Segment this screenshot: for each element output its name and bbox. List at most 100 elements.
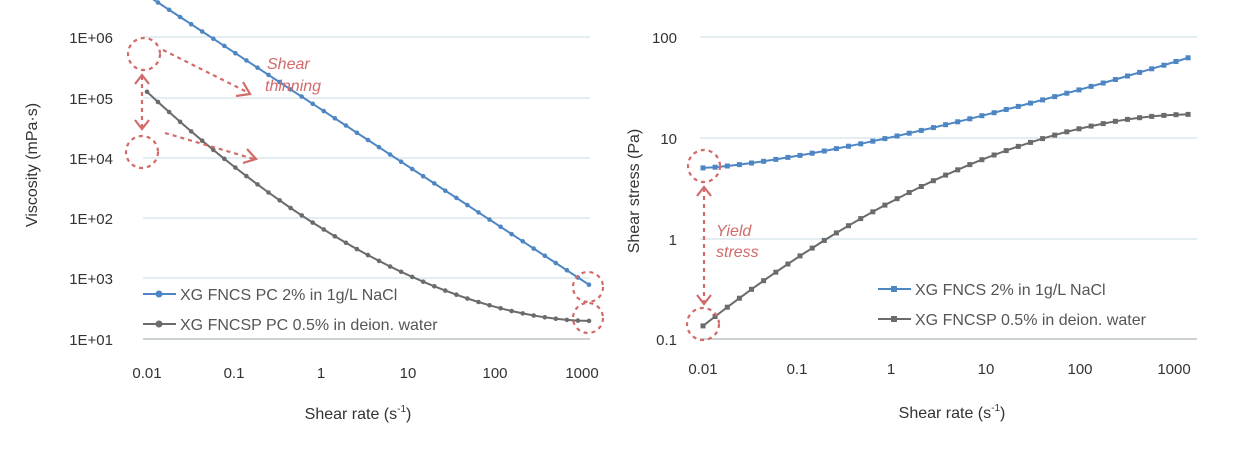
- highlight-circle: [126, 36, 162, 72]
- right-legend-marker-gray: [891, 316, 897, 322]
- data-point: [222, 156, 227, 162]
- right-x-label-sup: -1: [991, 403, 1000, 414]
- data-point: [255, 65, 260, 70]
- right-x-label-close: ): [1000, 405, 1005, 422]
- data-point: [420, 279, 426, 285]
- left-legend-label-2: XG FNCSP PC 0.5% in deion. water: [180, 317, 438, 334]
- data-point: [409, 166, 415, 172]
- data-point: [310, 101, 316, 107]
- right-x-tick: 0.01: [688, 361, 717, 378]
- data-point: [420, 173, 426, 179]
- data-point: [1125, 73, 1130, 79]
- right-y-tick: 0.1: [656, 332, 677, 349]
- data-point: [398, 159, 404, 164]
- data-point: [736, 162, 742, 168]
- highlight-circle: [686, 148, 722, 184]
- data-point: [575, 318, 581, 323]
- data-point: [343, 123, 349, 128]
- data-point: [1076, 126, 1082, 132]
- data-point: [1100, 80, 1106, 86]
- data-point: [332, 116, 338, 121]
- left-legend-marker-blue: [155, 290, 163, 298]
- data-point: [1173, 112, 1179, 118]
- data-point: [1137, 115, 1143, 121]
- left-y-axis-label: Viscosity (mPa·s): [24, 103, 41, 227]
- left-annotations: [124, 36, 605, 335]
- data-point: [749, 160, 754, 166]
- data-point: [700, 323, 706, 329]
- data-point: [882, 136, 888, 142]
- arrowhead: [134, 73, 150, 85]
- data-point: [277, 198, 282, 203]
- data-point: [809, 245, 815, 251]
- right-legend-marker-blue: [891, 286, 897, 292]
- right-y-tick: 10: [660, 131, 677, 148]
- highlight-circle: [571, 270, 605, 304]
- data-point: [266, 190, 271, 195]
- data-point: [979, 113, 985, 119]
- right-x-tick: 1: [887, 361, 895, 378]
- data-point: [1064, 90, 1070, 96]
- data-point: [894, 196, 900, 202]
- highlight-circle: [685, 306, 721, 342]
- data-point: [846, 143, 851, 149]
- highlight-circle: [571, 301, 605, 335]
- data-point: [761, 158, 767, 164]
- data-point: [188, 129, 194, 134]
- chart-viscosity: 1E+06 1E+05 1E+04 1E+02 1E+03 1E+01 0.01…: [24, 0, 605, 423]
- data-point: [188, 21, 194, 27]
- data-point: [1064, 129, 1070, 135]
- data-point: [1076, 87, 1082, 93]
- left-x-tick: 100: [482, 365, 507, 382]
- data-point: [432, 181, 437, 186]
- data-point: [199, 138, 205, 143]
- right-x-tick: 10: [978, 361, 995, 378]
- data-point: [870, 209, 876, 215]
- data-point: [712, 314, 718, 319]
- left-x-tick: 0.01: [132, 365, 161, 382]
- data-point: [509, 231, 514, 237]
- data-point: [321, 108, 327, 114]
- data-point: [277, 79, 282, 85]
- data-point: [376, 258, 382, 264]
- data-point: [785, 154, 791, 160]
- data-point: [724, 163, 730, 169]
- left-legend: XG FNCS PC 2% in 1g/L NaCl XG FNCSP PC 0…: [143, 287, 438, 334]
- left-y-tick: 1E+05: [69, 91, 113, 108]
- data-point: [1028, 139, 1033, 145]
- data-point: [542, 315, 548, 320]
- right-annotations: [685, 148, 722, 342]
- data-point: [1161, 62, 1167, 68]
- data-point: [1052, 94, 1058, 100]
- series-line: [702, 56, 1189, 169]
- data-point: [586, 318, 592, 324]
- data-point: [376, 144, 382, 150]
- data-point: [991, 110, 997, 116]
- left-arrowheads: [134, 73, 258, 165]
- data-point: [233, 50, 238, 56]
- data-point: [266, 72, 271, 78]
- data-point: [1100, 121, 1106, 127]
- annotation-shear: Shear: [267, 56, 310, 73]
- data-point: [343, 240, 349, 246]
- data-point: [930, 178, 936, 184]
- data-point: [930, 125, 936, 131]
- arrowhead: [696, 185, 712, 197]
- left-x-tick: 1: [317, 365, 325, 382]
- data-point: [991, 152, 997, 158]
- data-point: [1173, 59, 1179, 64]
- data-point: [1185, 55, 1191, 61]
- data-point: [955, 119, 961, 125]
- data-point: [199, 29, 205, 34]
- right-y-tick: 100: [652, 30, 677, 47]
- data-point: [465, 202, 470, 208]
- data-point: [409, 274, 415, 280]
- data-point: [821, 148, 827, 154]
- data-point: [797, 152, 803, 158]
- data-point: [1125, 116, 1130, 122]
- data-point: [166, 7, 172, 13]
- data-point: [520, 311, 525, 316]
- data-point: [177, 119, 183, 125]
- data-point: [520, 239, 525, 244]
- data-point: [1185, 111, 1191, 117]
